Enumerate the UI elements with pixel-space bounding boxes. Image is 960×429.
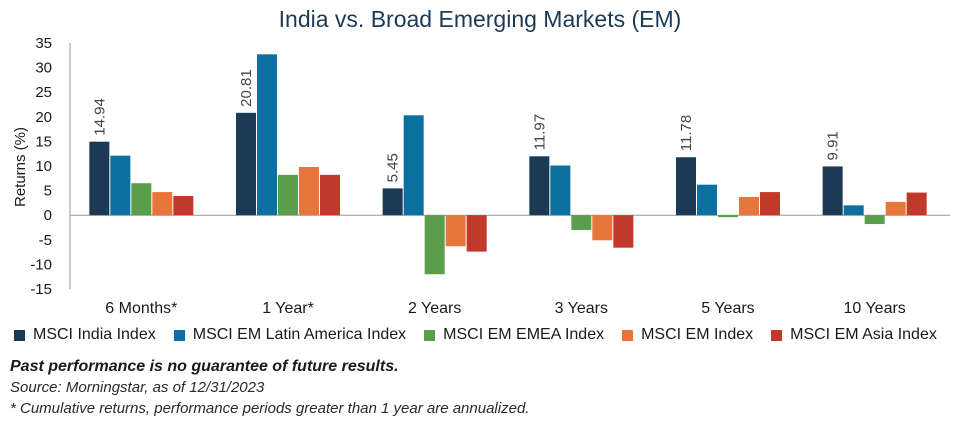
data-labels: 14.94 20.81 5.45 11.97 11.78 9.91 (91, 69, 841, 182)
legend-label: MSCI EM EMEA Index (443, 326, 605, 343)
chart-title: India vs. Broad Emerging Markets (EM) (279, 6, 682, 32)
bar-5-3 (466, 215, 487, 252)
bar-4-3 (445, 215, 466, 247)
bar-1-5 (676, 157, 696, 216)
legend-swatch (424, 329, 436, 341)
category-label: 2 Years (408, 300, 461, 317)
category-label: 5 Years (701, 300, 754, 317)
legend-label: MSCI EM Latin America Index (192, 326, 407, 343)
y-tick-label: 20 (35, 109, 52, 126)
bar-4-4 (592, 215, 613, 241)
bar-5-4 (613, 215, 634, 248)
bar-3-5 (718, 215, 738, 218)
data-label-india: 5.45 (385, 153, 402, 182)
legend-item: MSCI EM Asia Index (771, 326, 937, 344)
y-tick-label: -15 (30, 281, 52, 298)
bar-1-2 (236, 112, 256, 216)
legend-item: MSCI India Index (14, 326, 156, 344)
data-label-india: 9.91 (825, 131, 842, 160)
category-labels: 6 Months* 1 Year* 2 Years 3 Years 5 Years 10 … (105, 300, 905, 317)
bar-4-1 (152, 192, 173, 216)
y-tick-label: 25 (35, 84, 52, 101)
category-label: 3 Years (555, 300, 608, 317)
legend-label: MSCI EM Asia Index (790, 326, 937, 343)
disclaimer-text: Past performance is no guarantee of futu… (10, 358, 399, 375)
bar-4-6 (885, 201, 906, 216)
y-tick-label: -10 (30, 256, 52, 273)
bar-4-2 (299, 166, 319, 216)
y-axis-ticks: 35 30 25 20 15 10 5 0 -5 -10 -15 (30, 35, 52, 298)
bar-2-6 (843, 205, 864, 216)
bar-3-1 (131, 183, 152, 216)
category-label: 1 Year* (262, 300, 314, 317)
y-tick-label: 35 (35, 35, 52, 52)
legend-item: MSCI EM EMEA Index (424, 326, 604, 344)
y-tick-label: 5 (44, 183, 52, 200)
category-label: 6 Months* (105, 300, 177, 317)
y-tick-label: 0 (44, 207, 52, 224)
y-tick-label: 10 (35, 158, 52, 175)
footnote-text: * Cumulative returns, performance period… (10, 400, 530, 417)
bar-4-5 (739, 196, 759, 216)
legend-label: MSCI EM Index (641, 326, 754, 343)
bar-2-2 (257, 54, 277, 216)
y-axis-label: Returns (%) (12, 127, 29, 207)
bar-3-4 (571, 215, 592, 230)
category-label: 10 Years (844, 300, 906, 317)
bar-5-6 (906, 192, 927, 216)
legend-swatch (173, 329, 185, 341)
bar-1-1 (89, 141, 110, 216)
bar-5-2 (320, 174, 340, 216)
legend-swatch (14, 329, 25, 341)
bar-1-4 (529, 156, 550, 216)
bar-3-3 (424, 215, 445, 275)
bar-2-5 (697, 184, 717, 216)
legend-item: MSCI EM Index (622, 326, 753, 344)
legend-swatch (771, 329, 783, 341)
bar-2-3 (403, 115, 424, 216)
data-label-india: 11.78 (678, 115, 695, 151)
y-tick-label: 30 (35, 60, 52, 77)
source-text: Source: Morningstar, as of 12/31/2023 (10, 379, 265, 396)
legend-label: MSCI India Index (33, 326, 156, 343)
y-tick-label: 15 (35, 133, 52, 150)
bar-1-3 (382, 188, 403, 216)
legend: MSCI India Index MSCI EM Latin America In… (14, 326, 955, 344)
bar-2-1 (110, 155, 131, 216)
footnotes: Past performance is no guarantee of futu… (10, 356, 529, 419)
y-tick-label: -5 (39, 232, 52, 249)
data-label-india: 14.94 (91, 98, 108, 136)
bars-group (89, 54, 927, 275)
bar-5-1 (173, 196, 194, 216)
bar-2-4 (550, 165, 571, 216)
bar-3-2 (278, 174, 298, 216)
bar-5-5 (760, 192, 780, 216)
bar-1-6 (822, 166, 843, 216)
data-label-india: 20.81 (238, 69, 255, 107)
bar-3-6 (864, 215, 885, 225)
legend-item: MSCI EM Latin America Index (173, 326, 407, 344)
legend-swatch (622, 329, 634, 341)
bar-chart: India vs. Broad Emerging Markets (EM) Re… (12, 6, 950, 317)
data-label-india: 11.97 (531, 114, 548, 150)
